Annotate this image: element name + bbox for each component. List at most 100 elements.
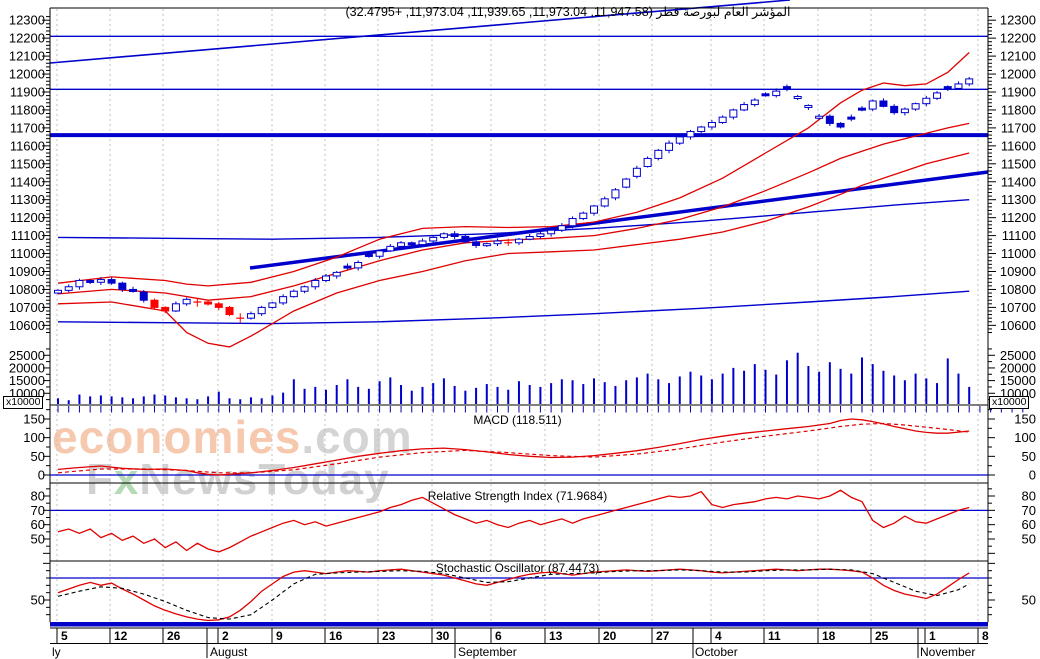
- weekly-gridlines: [56, 9, 979, 622]
- svg-text:100: 100: [23, 430, 45, 445]
- volume-multiplier-right: x10000: [989, 396, 1030, 409]
- svg-text:11000: 11000: [10, 246, 45, 261]
- svg-text:12100: 12100: [9, 49, 45, 64]
- svg-text:20000: 20000: [1000, 360, 1036, 375]
- indicator-curves: [57, 418, 970, 622]
- svg-text:11600: 11600: [1001, 138, 1036, 153]
- svg-text:15000: 15000: [1000, 373, 1036, 388]
- svg-text:November: November: [920, 645, 975, 659]
- svg-text:10600: 10600: [9, 318, 45, 333]
- svg-text:60: 60: [31, 517, 45, 532]
- svg-text:10800: 10800: [9, 282, 45, 297]
- svg-text:23: 23: [382, 629, 396, 643]
- svg-text:11700: 11700: [1001, 120, 1036, 135]
- svg-text:10700: 10700: [9, 300, 45, 315]
- svg-text:12100: 12100: [1000, 49, 1036, 64]
- svg-text:11200: 11200: [10, 210, 45, 225]
- svg-text:12200: 12200: [1000, 31, 1036, 46]
- svg-text:12200: 12200: [9, 31, 45, 46]
- macd-label: MACD (118.511): [473, 413, 562, 427]
- candles: [54, 76, 974, 323]
- svg-text:10800: 10800: [1000, 282, 1036, 297]
- svg-text:25: 25: [875, 629, 889, 643]
- svg-text:0: 0: [38, 468, 45, 483]
- svg-text:2: 2: [222, 629, 229, 643]
- svg-text:27: 27: [656, 629, 670, 643]
- svg-text:9: 9: [276, 629, 283, 643]
- rsi-label: Relative Strength Index (71.9684): [427, 489, 608, 503]
- svg-text:October: October: [695, 645, 738, 659]
- svg-text:26: 26: [167, 629, 181, 643]
- svg-text:150: 150: [1014, 412, 1036, 427]
- svg-text:11200: 11200: [1001, 210, 1036, 225]
- svg-text:70: 70: [1022, 503, 1036, 518]
- svg-text:11000: 11000: [1001, 246, 1036, 261]
- svg-text:8: 8: [982, 629, 989, 643]
- svg-text:12: 12: [114, 629, 128, 643]
- svg-text:11300: 11300: [10, 192, 45, 207]
- chart-title: المؤشر العام لبورصة قطر (11,947.58, 11,9…: [345, 5, 791, 19]
- svg-text:11800: 11800: [10, 102, 45, 117]
- svg-text:11900: 11900: [10, 85, 45, 100]
- svg-text:50: 50: [1022, 593, 1036, 608]
- svg-text:20000: 20000: [9, 360, 45, 375]
- svg-text:1: 1: [929, 629, 936, 643]
- svg-text:11900: 11900: [1001, 85, 1036, 100]
- main-chart-surface[interactable]: [50, 8, 988, 405]
- svg-text:11500: 11500: [10, 156, 45, 171]
- svg-text:11700: 11700: [10, 120, 45, 135]
- moving-averages-blue: [57, 199, 970, 325]
- svg-text:11400: 11400: [10, 174, 45, 189]
- svg-text:12300: 12300: [9, 13, 45, 28]
- svg-text:25000: 25000: [9, 348, 45, 363]
- svg-text:10600: 10600: [1000, 318, 1036, 333]
- svg-text:4: 4: [715, 629, 722, 643]
- date-scale: 51226291623306132027411182518lyAugustSep…: [52, 628, 989, 659]
- volume-multiplier-left: x10000: [3, 396, 44, 409]
- svg-text:ly: ly: [52, 645, 61, 659]
- svg-text:11300: 11300: [1001, 192, 1036, 207]
- svg-text:18: 18: [822, 629, 836, 643]
- svg-text:80: 80: [1022, 489, 1036, 504]
- svg-text:60: 60: [1022, 517, 1036, 532]
- svg-text:5: 5: [61, 629, 68, 643]
- trendlines: [49, 0, 989, 270]
- svg-text:50: 50: [1022, 449, 1036, 464]
- svg-text:50: 50: [31, 449, 45, 464]
- svg-text:September: September: [458, 645, 517, 659]
- svg-text:25000: 25000: [1000, 348, 1036, 363]
- svg-text:11: 11: [768, 629, 781, 643]
- svg-text:August: August: [210, 645, 248, 659]
- svg-text:10900: 10900: [9, 264, 45, 279]
- svg-text:50: 50: [31, 593, 45, 608]
- indicator-reference-lines: [50, 474, 988, 579]
- svg-text:30: 30: [436, 629, 450, 643]
- svg-text:10900: 10900: [1000, 264, 1036, 279]
- svg-text:50: 50: [1022, 532, 1036, 547]
- svg-text:13: 13: [549, 629, 563, 643]
- svg-text:12300: 12300: [1000, 13, 1036, 28]
- svg-text:20: 20: [603, 629, 617, 643]
- svg-text:12000: 12000: [9, 67, 45, 82]
- svg-text:16: 16: [329, 629, 343, 643]
- date-scale-surface[interactable]: [50, 627, 988, 659]
- svg-text:11600: 11600: [10, 138, 45, 153]
- svg-text:12000: 12000: [1000, 67, 1036, 82]
- svg-text:11100: 11100: [11, 228, 45, 243]
- svg-text:11100: 11100: [1002, 228, 1036, 243]
- svg-text:80: 80: [31, 489, 45, 504]
- price-horizontal-lines: [50, 35, 988, 138]
- svg-text:11500: 11500: [1001, 156, 1036, 171]
- daily-tick-strip: [57, 406, 1024, 413]
- svg-text:10700: 10700: [1000, 300, 1036, 315]
- svg-text:50: 50: [31, 532, 45, 547]
- svg-text:70: 70: [31, 503, 45, 518]
- svg-text:0: 0: [1029, 468, 1036, 483]
- svg-text:150: 150: [23, 412, 45, 427]
- svg-text:11400: 11400: [1001, 174, 1036, 189]
- svg-text:6: 6: [495, 629, 502, 643]
- svg-text:11800: 11800: [1001, 102, 1036, 117]
- stochastic-label: Stochastic Oscillator (87.4473): [435, 561, 600, 575]
